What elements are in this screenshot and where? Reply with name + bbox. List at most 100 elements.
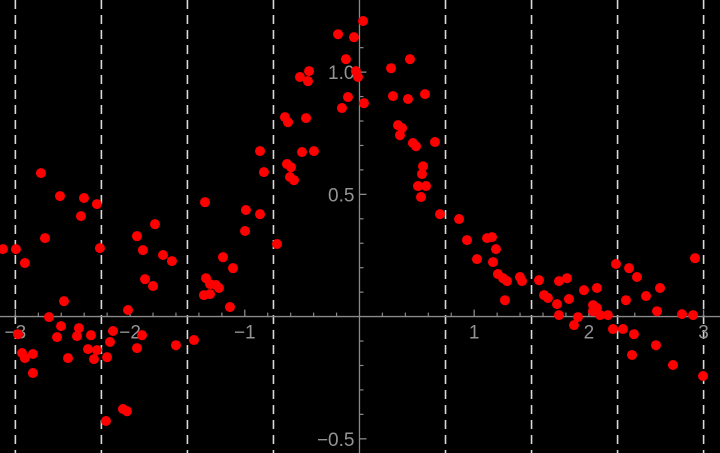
data-point: [563, 293, 574, 304]
data-point: [82, 344, 93, 355]
data-point: [54, 191, 65, 202]
data-point: [39, 233, 50, 244]
data-point: [343, 92, 354, 103]
data-point: [486, 232, 497, 243]
data-point: [94, 243, 105, 254]
data-point: [255, 209, 266, 220]
data-point: [348, 32, 359, 43]
data-point: [27, 348, 38, 359]
x-tick-label: 3: [698, 323, 709, 344]
data-point: [227, 263, 238, 274]
data-point: [100, 415, 111, 426]
data-point: [533, 275, 544, 286]
data-point: [149, 219, 160, 230]
y-tick-label: 0.5: [328, 185, 354, 206]
data-point: [91, 345, 102, 356]
data-point: [10, 244, 21, 255]
data-point: [286, 162, 297, 173]
data-point: [105, 337, 116, 348]
data-point: [595, 310, 606, 321]
data-point: [620, 295, 631, 306]
data-point: [568, 320, 579, 331]
data-point: [283, 117, 294, 128]
data-point: [416, 169, 427, 180]
data-point: [667, 359, 678, 370]
data-point: [499, 295, 510, 306]
data-point: [59, 296, 70, 307]
data-point: [418, 161, 429, 172]
data-point: [188, 335, 199, 346]
data-point: [412, 181, 423, 192]
data-point: [610, 259, 621, 270]
data-point: [131, 231, 142, 242]
data-point: [591, 282, 602, 293]
data-point: [297, 147, 308, 158]
data-point: [340, 54, 351, 65]
data-point: [435, 209, 446, 220]
data-point: [553, 310, 564, 321]
data-point: [553, 276, 564, 287]
data-point: [578, 285, 589, 296]
data-point: [627, 349, 638, 360]
data-point: [137, 330, 148, 341]
data-point: [240, 204, 251, 215]
data-point: [421, 181, 432, 192]
data-point: [213, 282, 224, 293]
data-point: [43, 312, 54, 323]
data-point: [91, 199, 102, 210]
data-point: [677, 309, 688, 320]
data-point: [301, 113, 312, 124]
data-point: [166, 256, 177, 267]
data-point: [85, 330, 96, 341]
data-point: [121, 406, 132, 417]
x-tick-label: −1: [234, 323, 256, 344]
data-point: [490, 244, 501, 255]
data-point: [689, 253, 700, 264]
data-point: [461, 235, 472, 246]
data-point: [102, 352, 113, 363]
data-point: [607, 324, 618, 335]
data-point: [27, 368, 38, 379]
data-point: [415, 192, 426, 203]
data-point: [404, 54, 415, 65]
y-tick-label: 1.0: [328, 63, 354, 84]
data-point: [542, 293, 553, 304]
x-tick-label: 1: [469, 323, 480, 344]
data-point: [272, 238, 283, 249]
data-point: [131, 343, 142, 354]
data-point: [624, 263, 635, 274]
data-point: [655, 282, 666, 293]
data-point: [88, 354, 99, 365]
data-point: [302, 76, 313, 87]
data-point: [419, 89, 430, 100]
data-point: [63, 353, 74, 364]
data-point: [688, 310, 699, 321]
data-point: [52, 332, 63, 343]
y-tick-label: −0.5: [317, 430, 355, 451]
data-point: [352, 72, 363, 83]
data-point: [602, 310, 613, 321]
data-point: [288, 175, 299, 186]
data-point: [78, 193, 89, 204]
data-point: [698, 370, 709, 381]
data-point: [258, 167, 269, 178]
data-point: [35, 168, 46, 179]
data-point: [107, 326, 118, 337]
data-point: [386, 63, 397, 74]
data-point: [199, 197, 210, 208]
data-point: [617, 324, 628, 335]
data-point: [333, 29, 344, 40]
data-point: [552, 299, 563, 310]
data-point: [240, 226, 251, 237]
data-point: [650, 340, 661, 351]
data-point: [308, 146, 319, 157]
data-point: [19, 353, 30, 364]
data-point: [394, 130, 405, 141]
data-point: [157, 249, 168, 260]
data-point: [501, 276, 512, 287]
data-point: [631, 271, 642, 282]
data-point: [255, 146, 266, 157]
data-point: [411, 141, 422, 152]
